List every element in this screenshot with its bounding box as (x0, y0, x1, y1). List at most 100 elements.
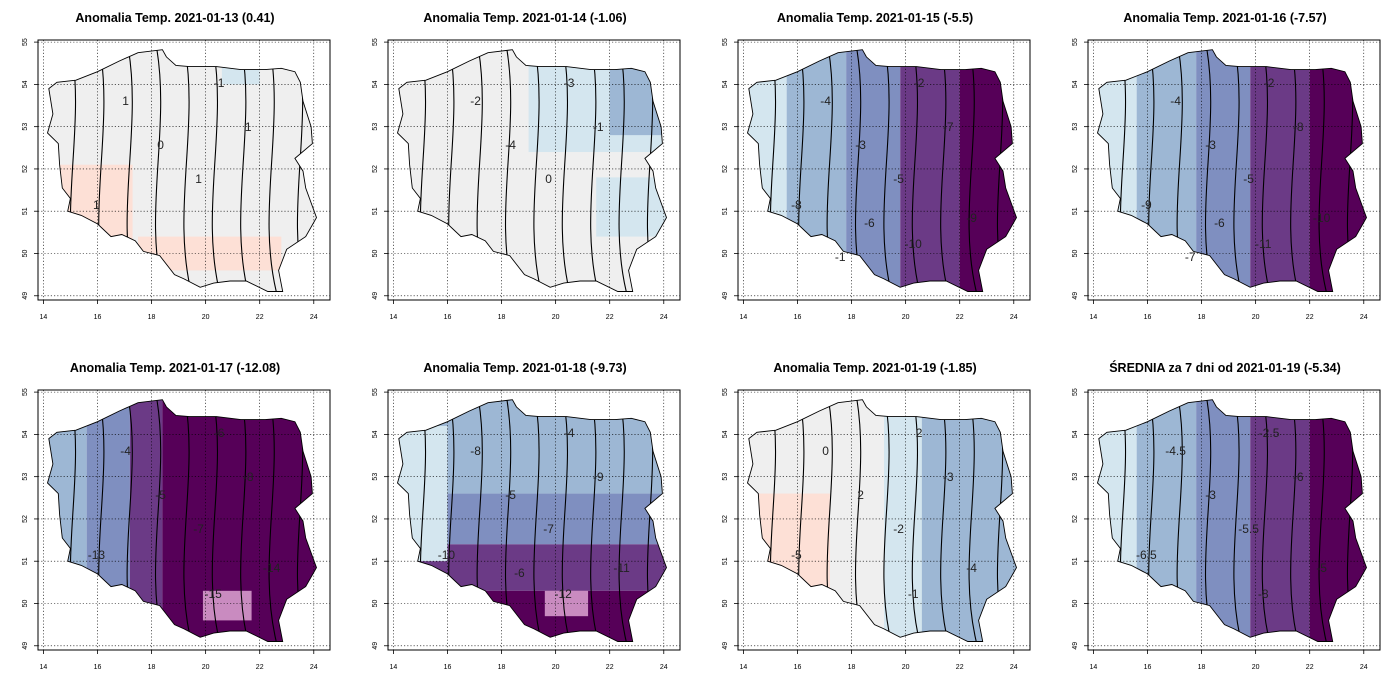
y-tick-label: 50 (1072, 600, 1079, 608)
anomaly-map: 14 16 18 20 22 24 49 50 51 52 53 54 55 -2 -3 -4 -5 -8 -9 -1… (1072, 38, 1381, 321)
x-tick-label: 16 (94, 664, 102, 671)
x-tick-label: 20 (1252, 314, 1260, 321)
contour-label: 1 (122, 94, 129, 108)
contour-label: -10 (905, 237, 923, 251)
contour-line (1318, 399, 1328, 642)
anomaly-band (397, 425, 448, 562)
contour-label: -6 (864, 216, 875, 230)
contour-label: -4 (505, 138, 516, 152)
contour-label: -7 (543, 522, 554, 536)
map-panel: Anomalia Temp. 2021-01-16 (-7.57) 14 16 18 2… (1050, 0, 1400, 350)
contour-label: 1 (195, 172, 202, 186)
x-tick-label: 14 (740, 314, 748, 321)
anomaly-band (609, 63, 667, 136)
x-tick-label: 16 (794, 664, 802, 671)
y-tick-label: 51 (1072, 207, 1079, 215)
x-tick-label: 22 (606, 314, 614, 321)
x-tick-label: 18 (148, 314, 156, 321)
x-tick-label: 14 (390, 314, 398, 321)
y-tick-label: 54 (1072, 80, 1079, 88)
contour-label: 0 (545, 172, 552, 186)
y-tick-label: 49 (722, 642, 729, 650)
y-tick-label: 53 (1072, 123, 1079, 131)
y-tick-label: 52 (372, 515, 379, 523)
plot-frame (37, 39, 331, 301)
contour-label: -5 (155, 488, 166, 502)
contour-label: -9 (1141, 198, 1152, 212)
x-tick-label: 16 (1144, 314, 1152, 321)
anomaly-map: 14 16 18 20 22 24 49 50 51 52 53 54 55 -4 -5 -8 -7 -9 -10 -… (372, 388, 681, 671)
anomaly-band (86, 399, 130, 642)
contour-label: -4 (120, 444, 131, 458)
anomaly-field (397, 49, 667, 292)
anomaly-band (748, 493, 830, 596)
anomaly-band (221, 67, 260, 85)
anomaly-map: 14 16 18 20 22 24 49 50 51 52 53 54 55 -3 -4 -2 0 -1 (372, 38, 681, 321)
y-tick-label: 52 (22, 515, 29, 523)
country-outline (746, 49, 1017, 292)
y-tick-label: 51 (22, 207, 29, 215)
map-panel: Anomalia Temp. 2021-01-13 (0.41) 14 16 18 20… (0, 0, 350, 350)
contour-label: -1 (908, 587, 919, 601)
y-tick-label: 53 (1072, 473, 1079, 481)
y-tick-label: 53 (722, 123, 729, 131)
contour-label: -4 (820, 94, 831, 108)
map-panel: Anomalia Temp. 2021-01-19 (-1.85) 14 16 18 2… (700, 350, 1050, 700)
contour-label: -1 (835, 250, 846, 264)
x-tick-label: 18 (498, 314, 506, 321)
y-tick-label: 49 (22, 642, 29, 650)
contour-label: -6.5 (1136, 548, 1157, 562)
contour-line (268, 399, 278, 642)
contour-label: -4 (966, 561, 977, 575)
anomaly-band (1309, 399, 1367, 642)
y-tick-label: 54 (722, 80, 729, 88)
y-tick-label: 53 (372, 473, 379, 481)
contour-label: -5 (1243, 172, 1254, 186)
y-tick-label: 55 (1072, 38, 1079, 46)
contour-label: -11 (613, 561, 630, 575)
y-tick-label: 54 (22, 430, 29, 438)
anomaly-map: 14 16 18 20 22 24 49 50 51 52 53 54 55 -2.5 -3 -4.5 -5.5… (1072, 388, 1381, 671)
anomaly-band (1196, 49, 1251, 292)
x-tick-label: 22 (1306, 664, 1314, 671)
y-tick-label: 51 (722, 207, 729, 215)
y-tick-label: 51 (372, 557, 379, 565)
map-panel: Anomalia Temp. 2021-01-15 (-5.5) 14 16 18 20… (700, 0, 1050, 350)
y-tick-label: 50 (372, 600, 379, 608)
panel-title: Anomalia Temp. 2021-01-19 (-1.85) (773, 361, 977, 375)
contour-label: -7 (1185, 250, 1196, 264)
contour-label: -14 (263, 561, 281, 575)
y-tick-label: 55 (22, 388, 29, 396)
contour-label: -3 (943, 470, 954, 484)
contour-label: -2 (914, 76, 925, 90)
anomaly-field (47, 49, 317, 292)
x-tick-label: 18 (1198, 314, 1206, 321)
panel-title: ŚREDNIA za 7 dni od 2021-01-19 (-5.34) (1109, 361, 1341, 375)
plot-frame (387, 39, 681, 301)
y-tick-label: 51 (372, 207, 379, 215)
x-tick-label: 24 (660, 314, 668, 321)
anomaly-band (900, 49, 960, 292)
map-panel: Anomalia Temp. 2021-01-17 (-12.08) 14 16 18… (0, 350, 350, 700)
contour-label: -3 (855, 138, 866, 152)
y-tick-label: 50 (372, 250, 379, 258)
contour-line (968, 399, 978, 642)
contour-label: -6 (1214, 216, 1225, 230)
anomaly-map: 14 16 18 20 22 24 49 50 51 52 53 54 55 -2 -3 -4 -5 -7 -8 -9… (722, 38, 1031, 321)
anomaly-field (397, 399, 667, 642)
x-tick-label: 14 (40, 314, 48, 321)
anomaly-band (1250, 399, 1310, 642)
map-panel: Anomalia Temp. 2021-01-14 (-1.06) 14 16 18 2… (350, 0, 700, 350)
anomaly-band (596, 177, 667, 237)
plot-frame (37, 389, 331, 651)
panel-title: Anomalia Temp. 2021-01-13 (0.41) (75, 11, 275, 25)
contour-label: -13 (88, 548, 106, 562)
contour-label: -8 (243, 470, 254, 484)
map-panel: ŚREDNIA za 7 dni od 2021-01-19 (-5.34) 14… (1050, 350, 1400, 700)
contour-label: 0 (157, 138, 164, 152)
x-tick-label: 16 (444, 314, 452, 321)
panel-title: Anomalia Temp. 2021-01-16 (-7.57) (1123, 11, 1327, 25)
contour-label: -3 (1205, 138, 1216, 152)
country-outline (1096, 49, 1367, 292)
